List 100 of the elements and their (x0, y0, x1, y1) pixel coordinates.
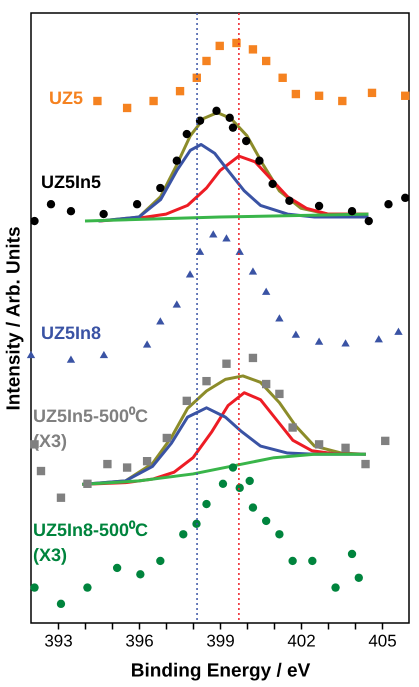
point (222, 234, 231, 242)
point (56, 494, 66, 502)
point (401, 92, 410, 100)
point (172, 300, 181, 308)
point (103, 460, 112, 468)
point (246, 476, 254, 486)
point (275, 314, 284, 322)
x-tick-label: 393 (44, 632, 73, 650)
point (156, 317, 165, 324)
point (196, 116, 204, 125)
point (136, 570, 145, 578)
series-label: UZ5In5 (41, 172, 102, 192)
point (132, 200, 142, 208)
point (226, 114, 234, 122)
point (394, 328, 403, 335)
point (248, 45, 258, 54)
point (401, 194, 410, 202)
point (66, 207, 76, 216)
point (182, 396, 191, 406)
point (364, 216, 373, 226)
x-axis-title: Binding Energy / eV (130, 660, 311, 682)
y-axis-title: Intensity / Arb. Units (4, 226, 24, 411)
point (314, 440, 324, 449)
point (288, 423, 297, 432)
point (83, 583, 92, 592)
point (202, 56, 211, 66)
point (122, 463, 132, 472)
point (99, 210, 108, 218)
point (262, 56, 270, 66)
point (262, 516, 270, 526)
point (56, 600, 66, 608)
x-tick-label: 396 (125, 632, 154, 650)
point (212, 106, 221, 116)
series-label: UZ5In8-500⁰C (X3) (33, 520, 148, 565)
point (374, 335, 383, 342)
point (176, 86, 184, 96)
point (112, 564, 122, 572)
point (314, 337, 324, 345)
point (182, 130, 191, 138)
point (192, 74, 201, 82)
point (275, 390, 284, 398)
point (338, 96, 346, 106)
point (361, 460, 370, 468)
point (156, 184, 165, 192)
point (202, 376, 211, 386)
point (179, 530, 188, 538)
point (275, 530, 284, 538)
point (248, 503, 258, 512)
point (262, 380, 270, 388)
point (26, 350, 36, 358)
point (341, 444, 350, 452)
point (66, 355, 76, 363)
point (381, 436, 390, 446)
point (216, 42, 224, 50)
point (46, 200, 56, 208)
series-label: UZ5In8 (41, 323, 102, 343)
point (314, 92, 324, 100)
point (83, 480, 92, 488)
point (314, 202, 324, 210)
point (248, 267, 258, 275)
point (341, 339, 350, 346)
point (278, 74, 287, 82)
point (186, 270, 194, 278)
point (262, 288, 270, 295)
point (30, 216, 39, 226)
point (248, 354, 258, 362)
point (149, 96, 158, 106)
point (202, 500, 211, 508)
point (192, 520, 201, 528)
x-tick-label: 402 (287, 632, 316, 650)
point (242, 136, 250, 146)
point (36, 466, 46, 476)
point (218, 480, 228, 488)
point (172, 156, 181, 165)
x-tick-label: 399 (206, 632, 235, 650)
x-tick-label: 405 (368, 632, 397, 650)
point (209, 230, 218, 238)
point (142, 456, 152, 466)
point (142, 340, 152, 348)
point (292, 90, 300, 98)
point (228, 124, 238, 132)
point (93, 96, 102, 106)
point (156, 556, 165, 566)
point (331, 583, 340, 592)
point (162, 434, 171, 442)
point (30, 583, 39, 592)
point (222, 360, 231, 368)
point (368, 88, 376, 98)
point (228, 463, 238, 472)
point (288, 556, 297, 566)
point (268, 180, 277, 188)
point (122, 104, 132, 112)
point (285, 196, 294, 205)
point (348, 207, 356, 216)
point (308, 556, 317, 566)
point (354, 574, 363, 582)
point (236, 484, 244, 492)
point (292, 330, 300, 338)
series-label: UZ5 (49, 88, 84, 108)
point (384, 200, 393, 208)
